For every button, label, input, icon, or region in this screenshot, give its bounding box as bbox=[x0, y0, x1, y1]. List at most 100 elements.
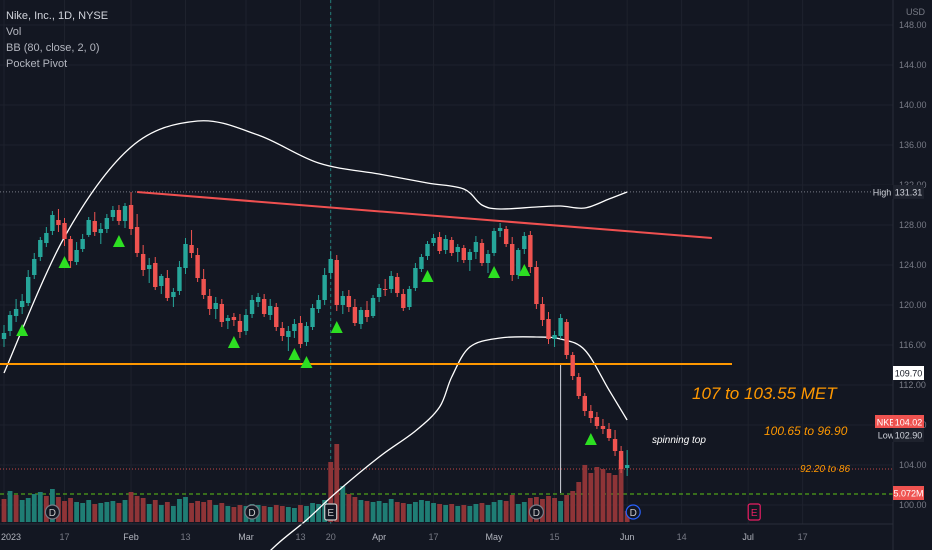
candle-body bbox=[606, 429, 612, 438]
candles bbox=[1, 192, 630, 476]
price-tick-label: 120.00 bbox=[899, 300, 927, 310]
dividend-event-marker[interactable] bbox=[625, 504, 641, 520]
vertical-markers bbox=[330, 0, 562, 524]
time-tick-label: Apr bbox=[372, 532, 386, 542]
resistance-trendline bbox=[137, 191, 712, 239]
candle-body bbox=[255, 297, 261, 302]
low-value-label-background bbox=[893, 428, 924, 442]
price-tick-label: 104.00 bbox=[899, 460, 927, 470]
time-tick-label: Feb bbox=[123, 532, 139, 542]
volume-bar bbox=[455, 506, 461, 522]
candle-body bbox=[280, 328, 285, 336]
candle-body bbox=[425, 244, 430, 256]
volume-bar bbox=[37, 492, 43, 522]
candle-body bbox=[358, 310, 364, 324]
volume-bar bbox=[449, 504, 455, 522]
volume-bar bbox=[406, 504, 412, 522]
volume-bar bbox=[219, 503, 225, 522]
legend-bollinger[interactable]: BB (80, close, 2, 0) bbox=[6, 42, 100, 54]
annotation-spinning-top: spinning top bbox=[652, 435, 706, 446]
candle-body bbox=[497, 228, 503, 231]
candle-body bbox=[395, 277, 400, 293]
high-tag-label-background bbox=[871, 184, 893, 199]
bollinger-upper-band bbox=[3, 120, 628, 374]
high-value-label: 131.31 bbox=[895, 187, 923, 197]
candle-body bbox=[201, 279, 206, 295]
candle-body bbox=[407, 289, 412, 307]
volume-bar bbox=[467, 506, 473, 522]
candle-body bbox=[304, 326, 309, 342]
volume-bar bbox=[68, 498, 73, 522]
volume-bar bbox=[31, 494, 37, 522]
candle-body bbox=[147, 265, 152, 269]
volume-bar bbox=[310, 503, 315, 522]
candle-body bbox=[461, 248, 466, 260]
trendlines[interactable] bbox=[0, 191, 732, 365]
price-tick-label: 128.00 bbox=[899, 220, 927, 230]
pocket-pivots bbox=[16, 235, 597, 445]
candle-body bbox=[268, 306, 273, 315]
candle-body bbox=[334, 260, 339, 305]
candle-body bbox=[467, 252, 473, 260]
dividend-event-marker[interactable] bbox=[528, 504, 545, 520]
volume-bar bbox=[261, 506, 267, 522]
legend: Nike, Inc., 1D, NYSE Vol BB (80, close, … bbox=[6, 8, 108, 72]
pocket-pivot-triangle bbox=[300, 356, 313, 368]
candle-body bbox=[189, 245, 194, 253]
candle-body bbox=[389, 276, 394, 289]
candle-body bbox=[92, 221, 97, 232]
volume-bar bbox=[134, 496, 140, 522]
legend-title[interactable]: Nike, Inc., 1D, NYSE bbox=[6, 10, 109, 22]
candle-body bbox=[243, 315, 249, 331]
dividend-event-marker[interactable] bbox=[44, 504, 61, 520]
candle-body bbox=[213, 303, 218, 309]
candle-body bbox=[159, 276, 164, 286]
candle-body bbox=[582, 396, 587, 411]
volume-bar bbox=[564, 495, 570, 522]
volume-bar bbox=[98, 503, 104, 522]
volume-bar bbox=[285, 507, 291, 522]
volume-bar bbox=[382, 503, 388, 522]
volume-bar bbox=[195, 501, 200, 522]
event-label: D bbox=[49, 508, 56, 519]
bollinger-lower-band bbox=[270, 336, 628, 550]
time-tick-label: 13 bbox=[295, 532, 305, 542]
time-tick-label: Jul bbox=[742, 532, 754, 542]
volume-bar bbox=[419, 500, 424, 522]
price-tick-label: 116.00 bbox=[899, 340, 926, 350]
high-value-label-background bbox=[893, 184, 924, 199]
candle-body bbox=[44, 233, 49, 243]
volume-bar bbox=[201, 502, 207, 522]
earnings-event-marker[interactable] bbox=[747, 503, 761, 521]
candle-body bbox=[13, 309, 19, 316]
volume-bar bbox=[273, 505, 279, 522]
candle-body bbox=[68, 239, 73, 261]
price-tick-label: 124.00 bbox=[899, 260, 927, 270]
pocket-pivot-triangle bbox=[227, 336, 240, 348]
volume-bar bbox=[116, 503, 122, 522]
last-symbol-label: NKE bbox=[877, 418, 896, 428]
annotation-target-one: 100.65 to 96.90 bbox=[764, 424, 848, 438]
candle-body bbox=[19, 301, 25, 307]
candle-body bbox=[437, 237, 442, 251]
legend-volume[interactable]: Vol bbox=[6, 26, 22, 38]
bollinger-bands bbox=[3, 120, 628, 550]
volume-bar bbox=[207, 500, 213, 522]
candle-body bbox=[316, 300, 321, 309]
legend-pocket-pivot[interactable]: Pocket Pivot bbox=[6, 58, 68, 70]
grid bbox=[0, 0, 893, 524]
volume-bar bbox=[582, 465, 588, 522]
dividend-event-marker[interactable] bbox=[244, 504, 260, 520]
volume-bar bbox=[146, 504, 152, 522]
candle-body bbox=[455, 247, 460, 252]
earnings-event-marker[interactable] bbox=[324, 503, 338, 521]
volume-bar bbox=[225, 506, 231, 522]
volume-bar bbox=[1, 499, 7, 522]
volume-bar bbox=[334, 444, 340, 522]
candle-body bbox=[231, 317, 237, 320]
time-tick-label: Mar bbox=[238, 532, 254, 542]
bollinger-value-label-background bbox=[893, 366, 924, 380]
